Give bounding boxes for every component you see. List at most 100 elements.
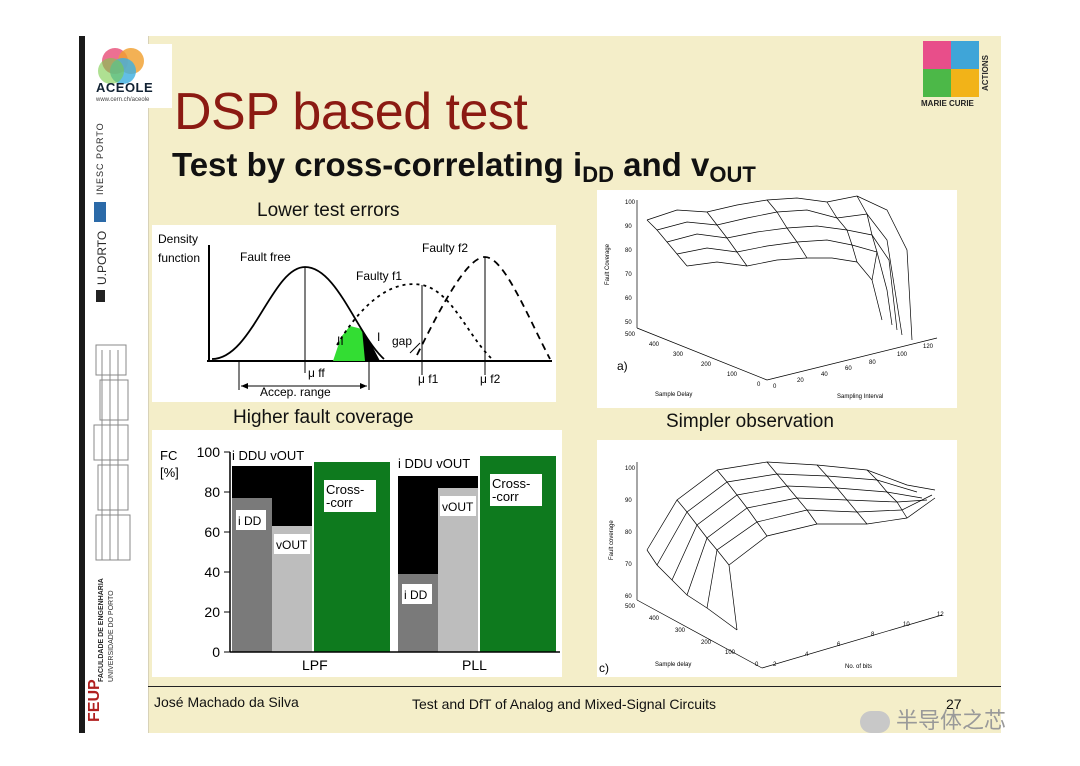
surface-c-y-axis bbox=[761, 614, 943, 669]
feup-line1: FACULDADE DE ENGENHARIA bbox=[98, 578, 105, 682]
surface-a-x-axis bbox=[636, 327, 768, 381]
surface-a-xtick: 300 bbox=[673, 352, 684, 358]
footer-divider bbox=[148, 686, 1001, 687]
watermark: 半导体之芯 bbox=[860, 703, 1006, 735]
bar-idd-label: i DD bbox=[404, 588, 428, 602]
surface-c-mesh bbox=[646, 461, 936, 551]
bar-idd-label-bg bbox=[236, 510, 266, 530]
surface-a-ytick: 40 bbox=[821, 372, 828, 378]
mu-ff-label: μ ff bbox=[308, 366, 325, 380]
faulty-f1-curve bbox=[336, 283, 493, 360]
fc-ylabel-1: FC bbox=[160, 448, 177, 463]
bar-idd-label-bg bbox=[402, 584, 432, 604]
density-figure: Density function Fault free Faulty f1 Fa… bbox=[152, 225, 556, 402]
surface-a-xlabel: Sample Delay bbox=[655, 392, 692, 398]
surface-plot-c: c) Sample delay No. of bits Fault covera… bbox=[597, 440, 957, 677]
surface-c-xtick: 400 bbox=[649, 616, 660, 622]
bar-cross-label: Cross- bbox=[326, 482, 364, 497]
surface-a-mesh bbox=[646, 195, 913, 341]
bar-cross-label: -corr bbox=[492, 489, 519, 504]
surface-c-ztick: 70 bbox=[625, 562, 632, 568]
surface-c-zlabel: Fault coverage bbox=[609, 520, 615, 560]
surface-c-ytick: 8 bbox=[871, 632, 875, 638]
surface-c-ztick: 90 bbox=[625, 498, 632, 504]
surface-c-ytick: 12 bbox=[937, 612, 944, 618]
surface-c-ztick: 60 bbox=[625, 594, 632, 600]
surface-c-xtick: 0 bbox=[755, 662, 759, 668]
faulty-f1-label: Faulty f1 bbox=[356, 269, 402, 283]
marie-curie-logo: MARIE CURIE ACTIONS bbox=[921, 41, 997, 111]
surface-c-ytick: 4 bbox=[805, 652, 809, 658]
bar-union-label: i DDU vOUT bbox=[232, 448, 304, 463]
mu-f1-label: μ f1 bbox=[418, 372, 439, 386]
surface-c-x-axis bbox=[636, 599, 763, 669]
building-sketch-icon bbox=[93, 344, 131, 561]
region-ii-fill bbox=[333, 326, 369, 361]
surface-c-heading: Simpler observation bbox=[666, 411, 834, 432]
bar-vout-label-bg bbox=[440, 496, 476, 516]
fc-ylabel-2: [%] bbox=[160, 465, 179, 480]
surface-a-xtick: 400 bbox=[649, 342, 660, 348]
surface-c-ytick: 6 bbox=[837, 642, 841, 648]
surface-a-ztick: 80 bbox=[625, 248, 632, 254]
bar-vout-label: vOUT bbox=[442, 500, 474, 514]
wechat-icon bbox=[860, 711, 890, 734]
surface-a-y-axis bbox=[766, 337, 938, 381]
surface-a-xtick: 500 bbox=[625, 332, 636, 338]
surface-a-zlabel: Fault Coverage bbox=[605, 243, 611, 285]
inesc-label: INESC PORTO bbox=[95, 122, 105, 195]
surface-a-ztick: 70 bbox=[625, 272, 632, 278]
surface-c-xtick: 300 bbox=[675, 628, 686, 634]
fault-free-label: Fault free bbox=[240, 250, 291, 264]
mu-f2-label: μ f2 bbox=[480, 372, 501, 386]
surface-a-ytick: 60 bbox=[845, 366, 852, 372]
region-i-label: I bbox=[377, 330, 380, 344]
bar-cross-label-bg bbox=[490, 474, 542, 506]
density-ylabel-1: Density bbox=[158, 232, 198, 246]
surface-c-xtick: 100 bbox=[725, 650, 736, 656]
density-ylabel-2: function bbox=[158, 251, 200, 265]
slide-title: DSP based test bbox=[174, 83, 528, 141]
accep-range-label: Accep. range bbox=[260, 385, 331, 399]
fc-chart: FC [%] 0 20 40 60 80 100 i DDU vOUT i DD vOUT Cr… bbox=[160, 444, 560, 673]
bar-cross-label-bg bbox=[324, 480, 376, 512]
faulty-f2-curve bbox=[416, 256, 551, 360]
gap-marker bbox=[409, 342, 421, 354]
surface-a-ytick: 20 bbox=[797, 378, 804, 384]
actions-text: ACTIONS bbox=[981, 55, 990, 91]
surface-a-xtick: 100 bbox=[727, 372, 738, 378]
fc-figure: FC [%] 0 20 40 60 80 100 i DDU vOUT i DD vOUT Cr… bbox=[152, 430, 562, 677]
surface-a-ytick: 120 bbox=[923, 344, 934, 350]
bar-cross-label: -corr bbox=[326, 495, 353, 510]
slide-subtitle: Test by cross-correlating iDD and vOUT bbox=[172, 146, 756, 187]
region-ii-label: II bbox=[337, 334, 344, 348]
fc-ytick-label: 60 bbox=[204, 524, 220, 540]
surface-a-ylabel: Sampling Interval bbox=[837, 394, 883, 400]
surface-c-xtick: 200 bbox=[701, 640, 712, 646]
bar-vout-label: vOUT bbox=[276, 538, 308, 552]
surface-c-ytick: 10 bbox=[903, 622, 910, 628]
surface-c-ztick: 80 bbox=[625, 530, 632, 536]
surface-c-caption: c) bbox=[599, 661, 609, 675]
bar-union-label: i DDU vOUT bbox=[398, 456, 470, 471]
uporto-icon bbox=[96, 290, 105, 302]
fc-ytick-label: 20 bbox=[204, 604, 220, 620]
surface-a-xtick: 0 bbox=[757, 382, 761, 388]
surface-a-ztick: 90 bbox=[625, 224, 632, 230]
surface-a-ytick: 100 bbox=[897, 352, 908, 358]
footer-course: Test and DfT of Analog and Mixed-Signal … bbox=[412, 696, 717, 712]
fc-heading: Higher fault coverage bbox=[233, 407, 414, 428]
surface-a-ztick: 50 bbox=[625, 320, 632, 326]
faulty-f2-label: Faulty f2 bbox=[422, 241, 468, 255]
footer-page-number: 27 bbox=[946, 696, 962, 712]
aceole-name: ACEOLE bbox=[96, 80, 154, 95]
surface-a-caption: a) bbox=[617, 359, 628, 373]
surface-c-xtick: 500 bbox=[625, 604, 636, 610]
fc-ytick-label: 40 bbox=[204, 564, 220, 580]
bar-idd-label: i DD bbox=[238, 514, 262, 528]
gap-label: gap bbox=[392, 334, 412, 348]
sidebar bbox=[79, 36, 149, 733]
surface-plot-a: a) Sample Delay Sampling Interval Fault … bbox=[597, 190, 957, 408]
watermark-text: 半导体之芯 bbox=[896, 708, 1007, 733]
fc-group-label-lpf: LPF bbox=[302, 657, 328, 673]
